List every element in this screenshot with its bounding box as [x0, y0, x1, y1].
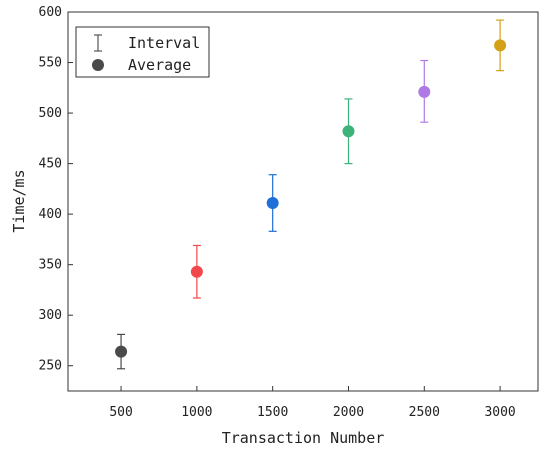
data-point-2000	[342, 98, 355, 165]
data-point-500	[115, 333, 128, 370]
plot-frame	[67, 11, 539, 392]
data-point-1000	[190, 244, 203, 299]
y-tick-label-350: 350	[39, 258, 62, 273]
y-tick-label-600: 600	[39, 5, 62, 20]
x-tick-label-2000: 2000	[333, 405, 364, 420]
legend-label-interval: Interval	[128, 34, 200, 52]
average-marker-1000	[190, 265, 203, 278]
x-tick-label-1000: 1000	[181, 405, 212, 420]
data-point-3000	[494, 19, 507, 72]
x-axis-title: Transaction Number	[222, 429, 385, 447]
x-tick-label-1500: 1500	[257, 405, 288, 420]
data-point-1500	[266, 174, 279, 232]
average-marker-2500	[418, 85, 431, 98]
average-marker-2000	[342, 125, 355, 138]
data-points	[115, 19, 507, 370]
y-tick-label-550: 550	[39, 56, 62, 71]
y-axis: 250 300 350 400 450 500 550 600	[39, 5, 73, 374]
legend: Interval Average	[75, 26, 210, 78]
y-tick-label-500: 500	[39, 106, 62, 121]
y-tick-label-250: 250	[39, 359, 62, 374]
y-tick-label-300: 300	[39, 308, 62, 323]
legend-average-icon	[92, 59, 104, 71]
x-tick-label-2500: 2500	[409, 405, 440, 420]
y-tick-label-450: 450	[39, 157, 62, 172]
legend-interval-icon	[94, 34, 102, 52]
data-point-2500	[418, 59, 431, 123]
average-marker-500	[115, 345, 128, 358]
x-axis: 500 1000 1500 2000 2500 3000	[109, 386, 516, 420]
average-marker-3000	[494, 39, 507, 52]
legend-label-average: Average	[128, 56, 191, 74]
y-axis-title: Time/ms	[10, 169, 28, 232]
y-tick-label-400: 400	[39, 207, 62, 222]
x-tick-label-3000: 3000	[484, 405, 515, 420]
average-marker-1500	[266, 197, 279, 210]
x-tick-label-500: 500	[109, 405, 132, 420]
